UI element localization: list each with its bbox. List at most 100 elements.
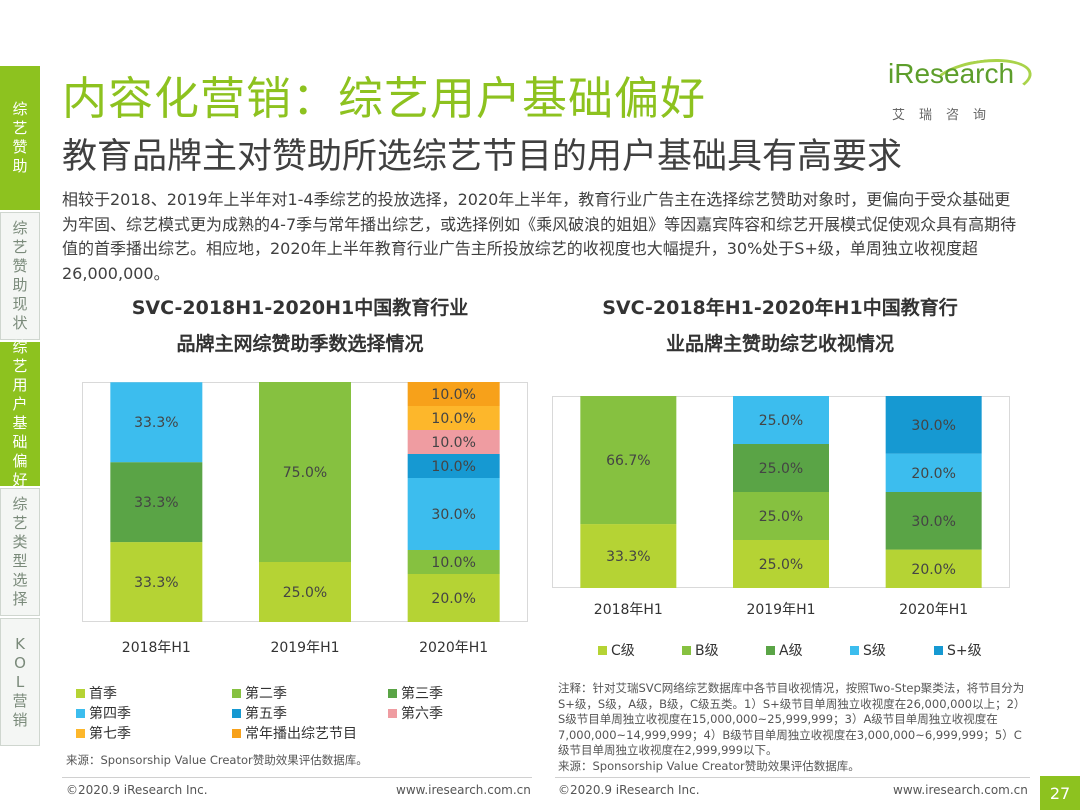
chart2-data-label: 25.0% (759, 509, 803, 525)
chart2-bar-1-1 (733, 492, 829, 540)
note-text: 注释：针对艾瑞SVC网络综艺数据库中各节目收视情况，按照Two-Step聚类法，… (558, 681, 1026, 757)
footer-url-right: www.iresearch.com.cn (893, 783, 1028, 797)
legend-label: C级 (611, 643, 635, 659)
chart1-data-label: 33.3% (134, 575, 178, 591)
sidebar-item-type[interactable]: 综艺类型选择 (0, 488, 40, 616)
chart1-data-label: 10.0% (431, 411, 475, 427)
chart1-data-label: 75.0% (283, 465, 327, 481)
page-title: 内容化营销：综艺用户基础偏好 (62, 72, 707, 125)
legend2-item: S+级 (934, 640, 982, 660)
chart2-bar-2-4 (885, 396, 982, 454)
legend-label: 第六季 (401, 706, 443, 722)
legend-swatch (76, 688, 85, 698)
legend-swatch (766, 645, 775, 655)
sidebar-item-sponsorship[interactable]: 综艺赞助 (0, 66, 40, 210)
chart2-bar-2-0 (885, 549, 982, 588)
legend-label: S级 (863, 643, 886, 659)
legend-swatch (850, 645, 859, 655)
iresearch-logo: iResearch 艾瑞咨询 (888, 53, 1038, 123)
chart1-bar-2-1 (407, 550, 500, 574)
footer-copyright-right: ©2020.9 iResearch Inc. (558, 783, 700, 797)
chart2-legend: C级 B级 A级 S级 S+级 (598, 640, 1028, 660)
chart2-bar-0-0 (580, 524, 677, 588)
chart2-title-line2: 业品牌主赞助综艺收视情况 (665, 333, 894, 355)
chart1-category-label: 2020年H1 (419, 640, 488, 656)
chart1-data-label: 33.3% (134, 495, 178, 511)
chart2-bar-2-3 (885, 453, 982, 492)
legend-label: 第三季 (401, 686, 443, 702)
chart2-bar-1-0 (733, 540, 829, 588)
chart1-bar-0-3 (110, 382, 203, 463)
legend1-item: 第六季 (388, 703, 443, 723)
legend-swatch (232, 708, 241, 718)
logo-sub-text: 艾瑞咨询 (892, 108, 1001, 123)
chart1-bar-1-0 (259, 562, 351, 622)
chart1-bar-2-4 (407, 454, 500, 478)
chart2-data-label: 25.0% (759, 461, 803, 477)
chart1-title-line2: 品牌主网综赞助季数选择情况 (176, 333, 424, 355)
footer-copyright-left: ©2020.9 iResearch Inc. (66, 783, 208, 797)
chart2-data-label: 25.0% (759, 557, 803, 573)
chart1-category-label: 2019年H1 (270, 640, 339, 656)
chart1-bar-0-2 (110, 462, 203, 543)
chart1-data-label: 20.0% (431, 591, 475, 607)
chart2-note: 注释：针对艾瑞SVC网络综艺数据库中各节目收视情况，按照Two-Step聚类法，… (558, 681, 1028, 774)
footer-divider-left (62, 777, 532, 778)
chart1-bar-2-0 (407, 574, 500, 622)
sidebar-item-status[interactable]: 综艺赞助现状 (0, 212, 40, 340)
legend-swatch (76, 708, 85, 718)
legend1-item: 第四季 (76, 703, 131, 723)
chart2-category-label: 2020年H1 (899, 602, 968, 618)
chart1-data-label: 30.0% (431, 507, 475, 523)
legend2-item: C级 (598, 640, 635, 660)
chart1-title-line1: SVC-2018H1-2020H1中国教育行业 (131, 297, 469, 319)
chart1-data-label: 10.0% (431, 435, 475, 451)
chart1-bar-2-3 (407, 478, 500, 550)
chart2-category-label: 2018年H1 (594, 602, 663, 618)
chart1-title: SVC-2018H1-2020H1中国教育行业 品牌主网综赞助季数选择情况 (80, 290, 520, 362)
chart2-category-label: 2019年H1 (746, 602, 815, 618)
chart2-title: SVC-2018年H1-2020年H1中国教育行 业品牌主赞助综艺收视情况 (555, 290, 1005, 362)
legend2-item: A级 (766, 640, 803, 660)
chart2-bar-1-2 (733, 444, 829, 492)
chart1-data-label: 25.0% (283, 585, 327, 601)
chart2-bar-2-2 (885, 492, 982, 550)
legend-label: 第五季 (245, 706, 287, 722)
chart1-stacked-bar: 33.3% 33.3% 33.3% 2018年H1 25.0% 75.0% 2019年H1 2… (82, 382, 528, 656)
source-left: 来源：Sponsorship Value Creator赞助效果评估数据库。 (66, 753, 368, 767)
logo-main-text: iResearch (888, 58, 1015, 89)
legend2-item: B级 (682, 640, 719, 660)
chart2-data-label: 30.0% (911, 514, 955, 530)
sidebar-item-user-base[interactable]: 综艺用户基础偏好 (0, 338, 40, 489)
legend-label: 首季 (89, 686, 117, 702)
legend-swatch (388, 688, 397, 698)
chart1-bar-0-0 (110, 542, 203, 622)
legend1-item: 第三季 (388, 683, 443, 703)
legend1-item: 第二季 (232, 683, 287, 703)
source-right: 来源：Sponsorship Value Creator赞助效果评估数据库。 (558, 758, 860, 773)
chart1-bar-2-7 (407, 382, 500, 406)
chart2-data-label: 20.0% (911, 562, 955, 578)
legend1-item: 第七季 (76, 723, 131, 743)
chart2-data-label: 33.3% (606, 549, 650, 565)
legend-label: S+级 (947, 643, 982, 659)
legend-swatch (934, 645, 943, 655)
legend-swatch (232, 728, 241, 738)
chart1-data-label: 10.0% (431, 459, 475, 475)
legend-label: 第四季 (89, 706, 131, 722)
legend1-item: 第五季 (232, 703, 287, 723)
chart2-bar-0-1 (580, 396, 677, 525)
legend-label: B级 (695, 643, 719, 659)
page-subtitle: 教育品牌主对赞助所选综艺节目的用户基础具有高要求 (62, 137, 903, 177)
chart1-data-label: 10.0% (431, 555, 475, 571)
intro-paragraph: 相较于2018、2019年上半年对1-4季综艺的投放选择，2020年上半年，教育… (62, 190, 1017, 283)
page-number: 27 (1040, 776, 1080, 810)
legend-swatch (682, 645, 691, 655)
chart2-data-label: 20.0% (911, 466, 955, 482)
sidebar-item-kol[interactable]: KOL营销 (0, 618, 40, 746)
footer-url-left: www.iresearch.com.cn (396, 783, 531, 797)
chart2-stacked-bar: 33.3% 66.7% 2018年H1 25.0% 25.0% 25.0% 25.0% 201… (552, 396, 1010, 618)
chart2-title-line1: SVC-2018年H1-2020年H1中国教育行 (602, 297, 958, 319)
legend-label: 第二季 (245, 686, 287, 702)
legend-label: A级 (779, 643, 803, 659)
